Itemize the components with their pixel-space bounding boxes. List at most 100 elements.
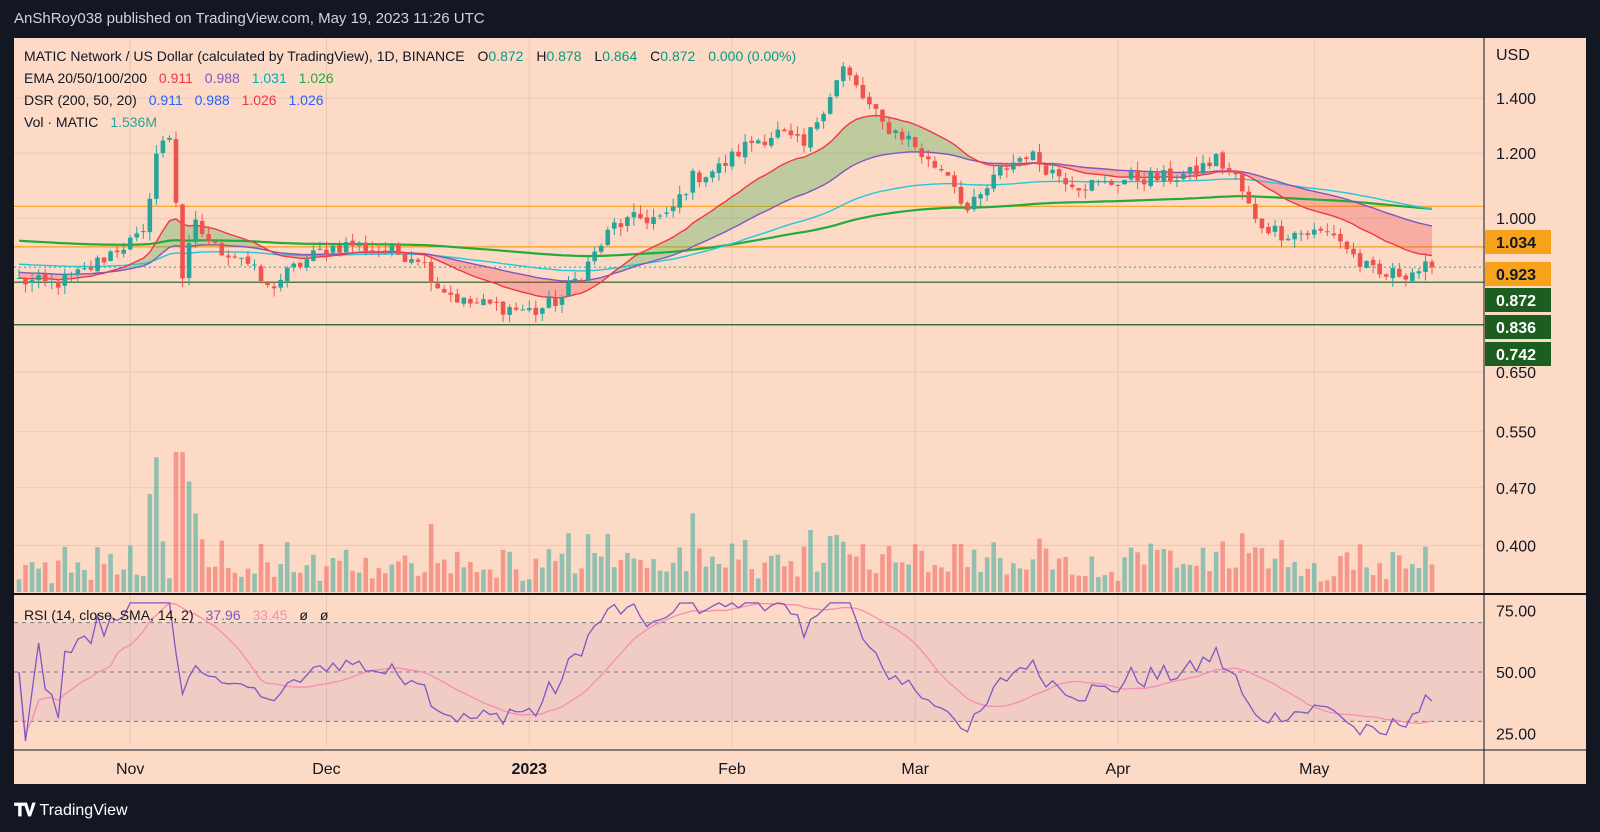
volume-bar-143 [952, 544, 957, 592]
volume-bar-77 [520, 580, 525, 592]
candle-133 [886, 116, 892, 135]
candle-174 [1154, 168, 1160, 183]
volume-bar-33 [232, 572, 238, 592]
chart-frame[interactable]: 1.400 1.200 1.000 0.650 0.550 0.470 0.400 75.00… [14, 38, 1586, 784]
volume-bar-146 [971, 549, 977, 592]
volume-bar-147 [978, 571, 983, 592]
volume-bar-186 [1233, 567, 1239, 592]
volume-bar-35 [245, 568, 251, 592]
price-chart[interactable]: 1.400 1.200 1.000 0.650 0.550 0.470 0.400 75.00… [14, 38, 1586, 784]
volume-bar-76 [513, 569, 519, 592]
candle-211 [1397, 262, 1402, 278]
candle-179 [1187, 166, 1193, 181]
rsi-pane [14, 593, 1586, 742]
volume-bar-170 [1128, 547, 1134, 592]
volume-bar-12 [95, 547, 100, 592]
candle-185 [1226, 162, 1232, 176]
volume-bar-172 [1141, 564, 1147, 592]
legend-close-label: C [650, 48, 660, 64]
volume-bar-92 [618, 559, 624, 592]
candle-136 [906, 131, 911, 147]
candle-59 [402, 251, 408, 263]
candle-39 [271, 282, 277, 297]
time-tick-0: Nov [116, 761, 144, 778]
volume-bar-82 [553, 560, 558, 592]
volume-bar-24 [173, 452, 179, 592]
volume-bar-69 [468, 562, 473, 592]
volume-bar-31 [219, 540, 225, 592]
candle-166 [1102, 174, 1108, 184]
candle-60 [409, 251, 414, 265]
publisher-header: AnShRoy038 published on TradingView.com,… [0, 0, 1600, 38]
candle-160 [1063, 172, 1068, 192]
candle-163 [1083, 183, 1088, 199]
candle-121 [808, 127, 813, 152]
legend: MATIC Network / US Dollar (calculated by… [24, 48, 796, 623]
legend-high-label: H [536, 48, 546, 64]
tradingview-logo[interactable]: 𝐓𝐕 TradingView [14, 800, 128, 821]
currency-label: USD [1496, 47, 1530, 64]
candle-61 [415, 257, 421, 266]
rsi-tick-0: 75.00 [1496, 603, 1536, 620]
legend-open-value: 0.872 [488, 48, 523, 64]
candle-188 [1246, 185, 1252, 204]
time-tick-3: Feb [718, 761, 746, 778]
volume-bar-163 [1083, 576, 1088, 592]
candle-149 [991, 166, 996, 193]
rsi-tick-2: 25.00 [1496, 727, 1536, 744]
candle-13 [101, 257, 107, 266]
volume-bar-95 [638, 559, 643, 592]
candle-107 [716, 157, 722, 181]
candle-147 [978, 191, 983, 207]
candle-23 [167, 135, 172, 143]
legend-dsr-label: DSR (200, 50, 20) [24, 92, 137, 108]
candle-40 [278, 273, 283, 292]
volume-bar-68 [461, 567, 467, 592]
volume-bar-28 [199, 539, 205, 592]
volume-bar-180 [1194, 565, 1199, 592]
volume-bar-145 [965, 567, 970, 592]
volume-bar-118 [788, 561, 794, 592]
volume-bar-1 [23, 565, 28, 592]
candle-145 [965, 201, 970, 214]
candle-195 [1292, 231, 1297, 248]
candle-194 [1285, 234, 1291, 241]
legend-vol-value: 1.536M [110, 114, 157, 130]
candle-105 [703, 176, 709, 188]
candle-199 [1318, 226, 1324, 234]
legend-dsr-value-2: 0.988 [195, 92, 230, 108]
candle-178 [1181, 170, 1186, 181]
volume-bar-148 [984, 557, 990, 592]
candle-183 [1213, 153, 1219, 167]
candle-91 [612, 218, 617, 236]
candle-132 [880, 109, 885, 130]
volume-bar-119 [795, 576, 800, 592]
candle-165 [1096, 179, 1101, 186]
price-label-4: 0.742 [1485, 342, 1551, 366]
candle-45 [311, 242, 316, 262]
volume-bar-78 [526, 579, 532, 592]
publisher-line: AnShRoy038 published on TradingView.com,… [14, 10, 485, 27]
volume-bar-16 [121, 569, 126, 592]
candle-56 [383, 241, 388, 255]
volume-bar-0 [16, 579, 22, 592]
volume-bar-131 [873, 573, 879, 592]
legend-high-value: 0.878 [546, 48, 581, 64]
candle-32 [226, 249, 231, 267]
cloud-segment-4 [411, 252, 615, 298]
candle-34 [239, 257, 244, 267]
volume-bar-39 [271, 576, 277, 592]
candle-161 [1069, 176, 1075, 190]
candles [16, 61, 1435, 323]
candle-115 [769, 132, 774, 149]
candle-129 [860, 77, 866, 100]
candle-198 [1311, 222, 1317, 239]
candle-2 [29, 273, 35, 292]
volume-bar-181 [1200, 547, 1206, 592]
candle-214 [1416, 268, 1422, 279]
candle-37 [258, 263, 264, 284]
volume-bar-11 [88, 579, 94, 592]
candle-134 [893, 128, 898, 140]
candle-130 [867, 91, 872, 110]
volume-bar-207 [1370, 575, 1376, 592]
